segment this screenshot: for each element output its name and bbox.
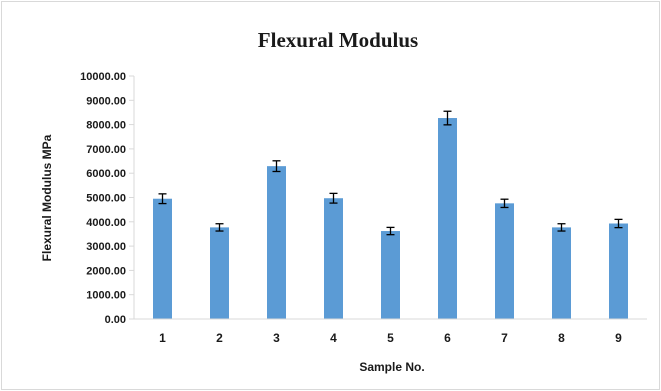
y-tick-label: 6000.00 [86,168,126,180]
x-tick-label: 3 [273,331,280,345]
y-tick-label: 0.00 [105,314,126,326]
bar [324,198,343,319]
y-tick-label: 7000.00 [86,144,126,156]
y-tick-label: 9000.00 [86,95,126,107]
x-tick-label: 1 [159,331,166,345]
y-tick-label: 2000.00 [86,265,126,277]
bar [495,203,514,319]
bar [153,198,172,319]
bars [153,118,628,319]
chart-title: Flexural Modulus [258,28,418,52]
x-tick-label: 8 [558,331,565,345]
y-tick-label: 1000.00 [86,290,126,302]
y-tick-label: 4000.00 [86,217,126,229]
y-tick-label: 10000.00 [80,71,126,83]
bar [267,166,286,319]
y-axis-title: Flexural Modulus MPa [40,134,54,261]
x-axis: 1 2 3 4 5 6 7 8 9 [134,318,647,345]
bar [438,118,457,319]
bar [552,227,571,319]
x-tick-label: 2 [216,331,223,345]
y-tick-label: 8000.00 [86,120,126,132]
bar [381,231,400,319]
y-axis: 0.00 1000.00 2000.00 3000.00 4000.00 5000.00 6… [80,71,135,326]
y-tick-label: 5000.00 [86,193,126,205]
x-axis-title: Sample No. [359,360,424,374]
x-tick-label: 6 [444,331,451,345]
y-tick-label: 3000.00 [86,241,126,253]
x-tick-label: 5 [387,331,394,345]
bar [609,223,628,319]
x-tick-label: 9 [615,331,622,345]
x-tick-label: 4 [330,331,337,345]
bar [210,227,229,319]
error-bars [158,110,623,236]
x-tick-label: 7 [501,331,508,345]
